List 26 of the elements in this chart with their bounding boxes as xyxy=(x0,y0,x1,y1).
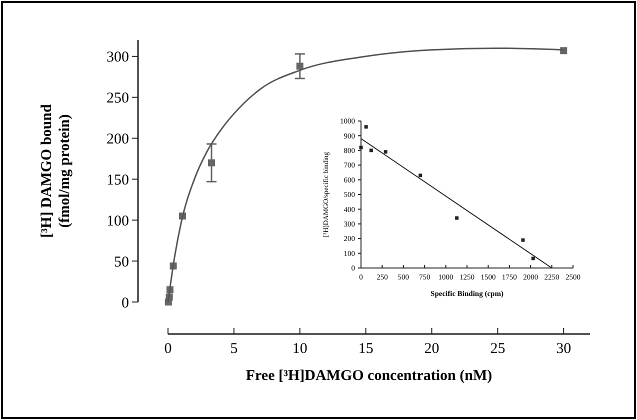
point xyxy=(364,125,368,129)
x-axis-title: Free [³H]DAMGO concentration (nM) xyxy=(246,368,492,384)
x-tick-label: 30 xyxy=(556,341,572,357)
y-tick-label: 250 xyxy=(106,90,129,107)
y-tick-label: 100 xyxy=(106,213,129,230)
point xyxy=(418,174,422,178)
x-tick-label: 20 xyxy=(424,341,440,357)
x-tick-label: 25 xyxy=(490,341,506,357)
y-tick-label: 50 xyxy=(114,254,129,270)
x-tick-label: 0 xyxy=(164,341,172,357)
y-tick-label: 150 xyxy=(106,172,129,188)
point xyxy=(369,148,373,152)
y-axis-title: [³H] DAMGO bound (fmol/mg protein) xyxy=(39,104,73,238)
point xyxy=(531,256,535,260)
point xyxy=(521,238,525,242)
point xyxy=(384,150,388,154)
point xyxy=(359,146,363,150)
x-tick-label: 10 xyxy=(292,341,308,357)
point xyxy=(296,62,304,70)
y-tick-label: 200 xyxy=(106,132,129,148)
x-tick-label: 15 xyxy=(358,341,374,357)
y-tick-label: 0 xyxy=(122,295,129,312)
y-tick-label: 300 xyxy=(106,50,129,66)
x-tick-label: 5 xyxy=(230,341,238,357)
point xyxy=(455,216,459,220)
point xyxy=(208,159,216,166)
